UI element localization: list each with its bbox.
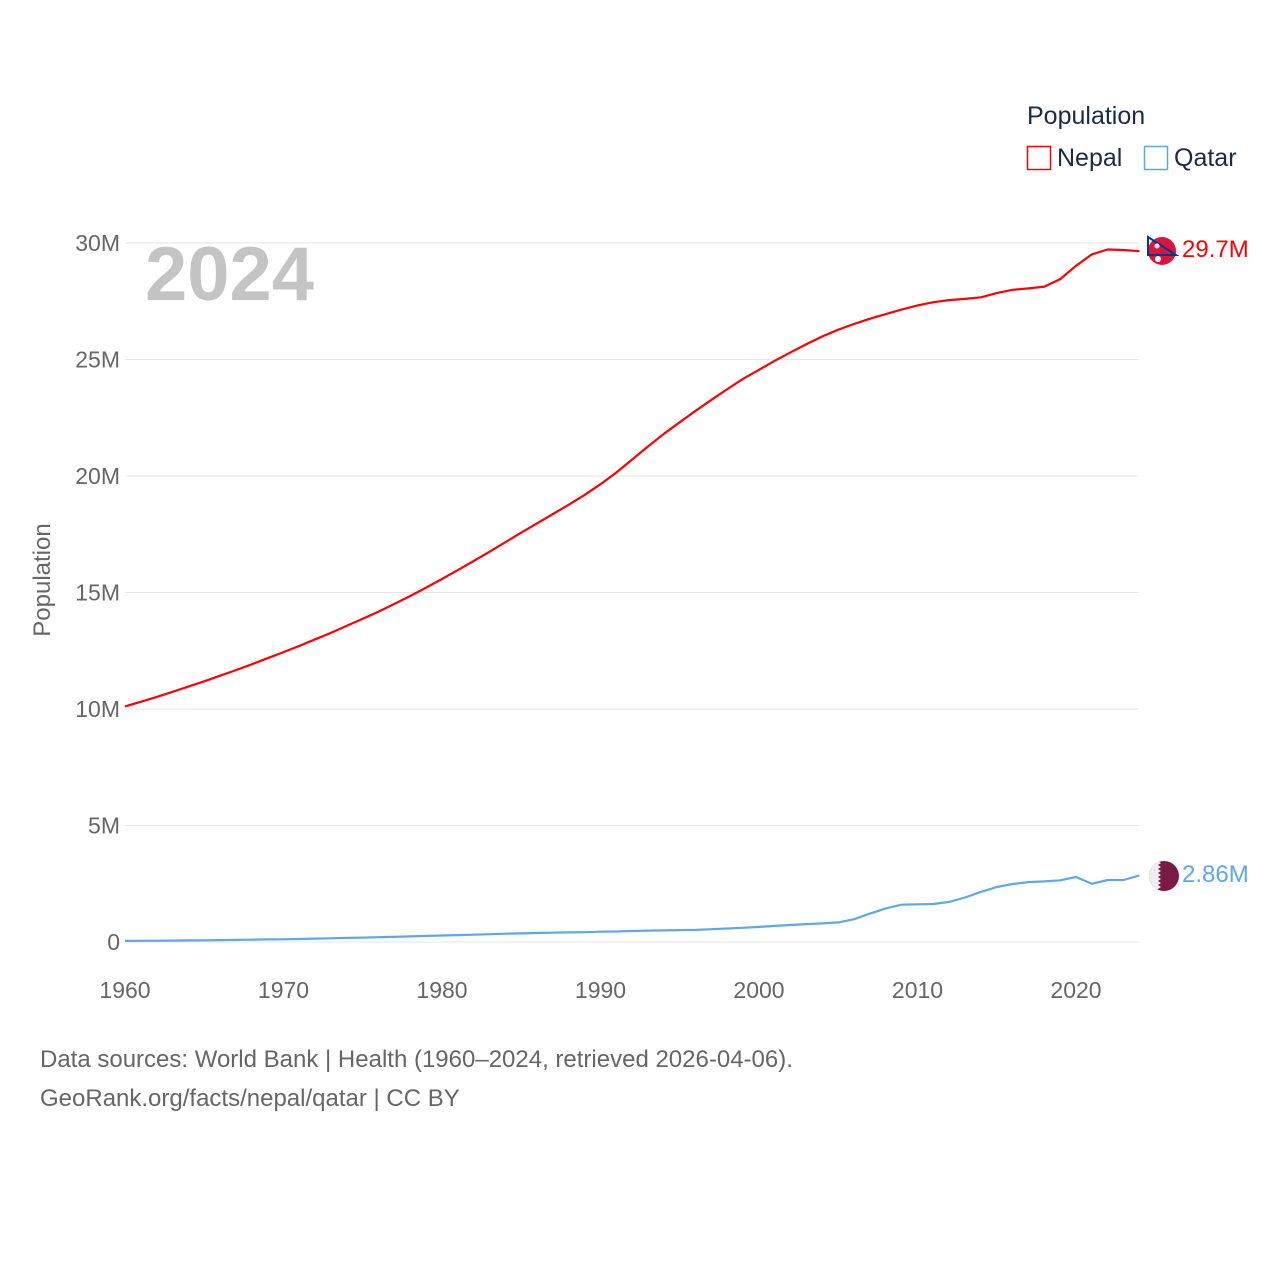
data-sources-note: Data sources: World Bank | Health (1960–… (40, 1046, 793, 1073)
legend-item-qatar[interactable]: Qatar (1143, 144, 1237, 172)
legend-swatch-nepal (1026, 145, 1052, 171)
y-axis-label: Population (29, 523, 56, 636)
x-tick-label: 1990 (575, 977, 626, 1003)
legend-swatch-qatar (1143, 145, 1169, 171)
nepal-flag-icon (1147, 235, 1180, 265)
x-tick-label: 1960 (99, 977, 150, 1003)
end-label-nepal: 29.7M (1182, 236, 1249, 263)
x-tick-label: 1980 (416, 977, 467, 1003)
legend-label-nepal: Nepal (1057, 144, 1122, 172)
x-tick-label: 1970 (258, 977, 309, 1003)
y-tick-label: 15M (75, 580, 120, 606)
series-line-qatar[interactable] (124, 874, 1140, 943)
x-tick-label: 2010 (892, 977, 943, 1003)
qatar-flag-icon (1149, 861, 1179, 891)
y-tick-label: 10M (75, 696, 120, 722)
credit-link[interactable]: GeoRank.org/facts/nepal/qatar | CC BY (40, 1085, 460, 1112)
y-tick-label: 25M (75, 347, 120, 373)
y-tick-label: 5M (88, 813, 120, 839)
legend-label-qatar: Qatar (1174, 144, 1237, 172)
year-watermark: 2024 (145, 232, 314, 317)
y-tick-label: 30M (75, 230, 120, 256)
x-tick-label: 2000 (733, 977, 784, 1003)
legend-item-nepal[interactable]: Nepal (1026, 144, 1123, 172)
legend: Population Nepal Qatar (1026, 102, 1237, 172)
y-tick-label: 20M (75, 463, 120, 489)
x-tick-label: 2020 (1050, 977, 1101, 1003)
series-line-nepal[interactable] (124, 248, 1140, 708)
end-label-qatar: 2.86M (1182, 861, 1249, 888)
y-tick-label: 0 (107, 929, 120, 955)
legend-title: Population (1027, 102, 1145, 130)
